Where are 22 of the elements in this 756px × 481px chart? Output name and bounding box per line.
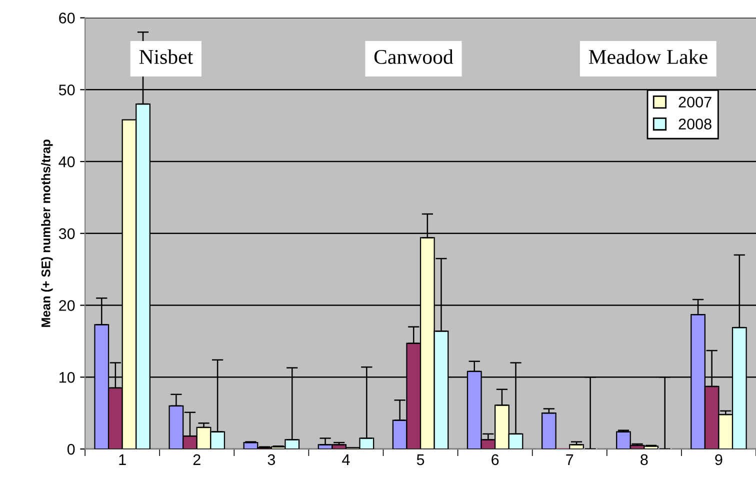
y-tick-label: 0 (67, 444, 75, 455)
annotation: Nisbet (139, 49, 193, 64)
legend-label: 2008 (678, 118, 712, 130)
x-tick-label: 2 (193, 454, 200, 465)
legend-label: 2007 (678, 96, 712, 108)
y-tick-label: 10 (60, 372, 75, 383)
x-tick-label: 6 (492, 454, 499, 466)
x-tick-label: 1 (119, 454, 126, 465)
y-tick-label: 20 (59, 300, 75, 311)
y-axis-title: Mean (+ SE) number moths/trap (41, 140, 53, 327)
annotation: Meadow Lake (588, 49, 708, 64)
x-tick-label: 9 (715, 454, 722, 466)
x-tick-label: 5 (416, 454, 424, 466)
annotation: Canwood (374, 49, 454, 64)
x-tick-label: 7 (566, 454, 574, 465)
x-tick-label: 3 (268, 454, 275, 466)
y-tick-label: 60 (59, 12, 75, 24)
y-tick-label: 40 (58, 156, 75, 168)
x-tick-label: 4 (342, 454, 350, 465)
y-tick-label: 30 (58, 228, 75, 240)
x-tick-label: 8 (640, 454, 648, 466)
y-tick-label: 50 (58, 84, 75, 96)
